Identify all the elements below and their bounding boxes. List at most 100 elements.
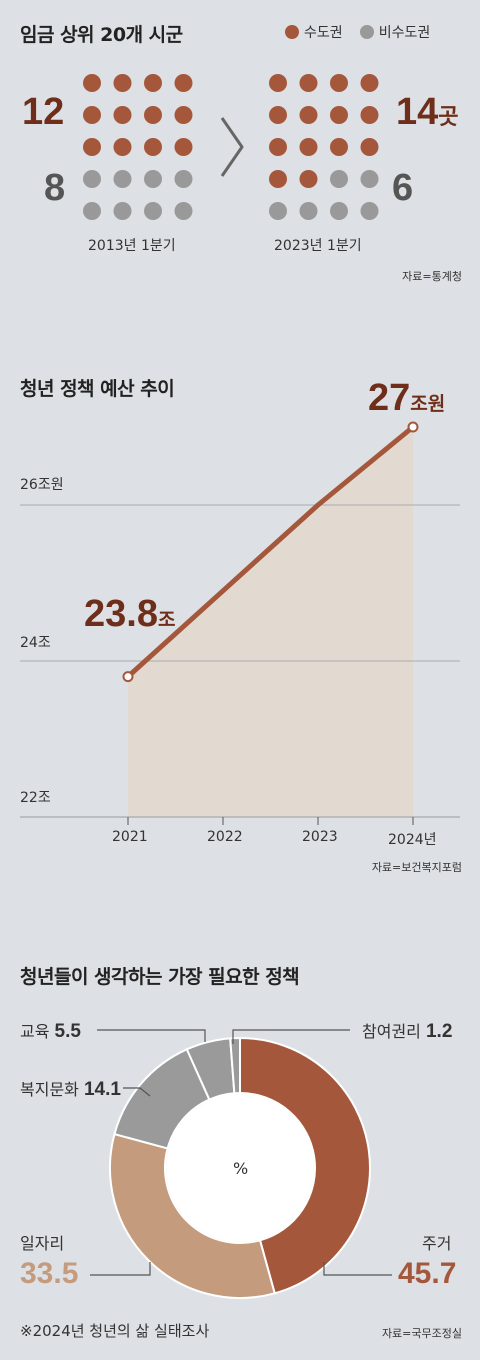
y-tick-label-24: 24조 [20, 635, 51, 651]
jobs-value: 33.5 [20, 1257, 79, 1290]
left-dot-metro [174, 74, 193, 92]
right-dot-metro [269, 138, 287, 156]
callout-line-political [232, 1029, 350, 1044]
survey-note: ※2024년 청년의 삶 실태조사 [20, 1322, 210, 1340]
left-dot-metro [83, 138, 101, 156]
left-dot-nonmetro [174, 202, 193, 220]
start-value: 23.8 [84, 593, 158, 635]
left-dot-metro [144, 74, 162, 92]
left-nonmetro-count: 8 [44, 167, 66, 209]
budget-markers [122, 421, 419, 683]
right-dot-metro [299, 106, 318, 124]
education-value: 5.5 [54, 1021, 81, 1042]
right-dot-metro [330, 74, 348, 92]
callout-line-housing [323, 1262, 392, 1276]
left-dot-metro [174, 106, 193, 124]
start-unit: 조 [157, 609, 176, 631]
right-dot-metro [360, 106, 379, 124]
right-nonmetro-count: 6 [392, 167, 414, 209]
nonmetro-legend-label: 비수도권 [378, 25, 431, 41]
metro-legend-label: 수도권 [304, 25, 343, 41]
welfare-label: 복지문화 [20, 1080, 79, 1099]
right-dot-metro [299, 170, 318, 188]
source-wage: 자료=통계청 [402, 270, 462, 283]
right-dot-metro [269, 106, 287, 124]
x-tick-label-2021: 2021 [112, 829, 148, 845]
left-dot-metro [83, 106, 101, 124]
donut-center-label: % [233, 1159, 249, 1178]
housing-label: 주거 [422, 1234, 452, 1253]
budget-grid [20, 504, 460, 818]
end-unit: 조원 [410, 393, 446, 415]
callout-welfare: 복지문화 14.1 [20, 1076, 121, 1101]
budget-x-ticks [127, 817, 414, 825]
wage-title: 임금 상위 20개 시군 [20, 24, 183, 46]
callout-line-jobs [90, 1262, 151, 1276]
right-dot-metro [360, 138, 379, 156]
callout-line-education [97, 1029, 206, 1042]
right-dot-metro [269, 170, 287, 188]
right-dot-nonmetro [330, 170, 348, 188]
left-dot-metro [83, 74, 101, 92]
right-metro-count: 14 [396, 91, 439, 133]
nonmetro-legend-swatch [359, 25, 374, 39]
callout-lines [90, 1029, 392, 1276]
start-value-label: 23.8조 [84, 593, 175, 636]
left-dot-metro [113, 106, 132, 124]
y-tick-label-22: 22조 [20, 790, 51, 806]
metro-legend-swatch [285, 25, 299, 39]
legend: 수도권 비수도권 [285, 22, 430, 42]
left-dot-nonmetro [83, 202, 101, 220]
x-tick-label-2024: 2024년 [388, 832, 437, 848]
right-dot-metro [330, 106, 348, 124]
left-dot-metro [144, 106, 162, 124]
left-dot-grid [83, 74, 193, 220]
policy-title: 청년들이 생각하는 가장 필요한 정책 [20, 966, 300, 988]
budget-chart [20, 421, 460, 825]
political-label: 참여권리 [362, 1022, 421, 1041]
right-dot-metro [299, 74, 318, 92]
housing-value: 45.7 [398, 1257, 457, 1290]
end-point-marker [407, 421, 419, 433]
education-label: 교육 [20, 1022, 50, 1041]
comparison-chevron [220, 117, 244, 177]
start-point-marker [122, 671, 134, 683]
left-dot-metro [144, 138, 162, 156]
right-dot-metro [269, 74, 287, 92]
source-budget: 자료=보건복지포럼 [371, 861, 462, 874]
right-dot-metro [360, 74, 379, 92]
right-dot-metro [299, 138, 318, 156]
budget-title: 청년 정책 예산 추이 [20, 378, 175, 400]
x-tick-label-2023: 2023 [302, 829, 338, 845]
jobs-label: 일자리 [20, 1234, 65, 1253]
right-period: 2023년 1분기 [274, 238, 362, 254]
right-metro-count-wrap: 14곳 [396, 91, 459, 134]
left-dot-metro [113, 138, 132, 156]
donut-slice-housing [239, 1036, 371, 1295]
left-metro-count: 12 [22, 91, 65, 133]
y-tick-label-26: 26조원 [20, 477, 64, 493]
donut-chart [90, 1029, 392, 1299]
end-value-label: 27조원 [368, 377, 445, 420]
left-dot-metro [113, 74, 132, 92]
left-dot-nonmetro [144, 170, 162, 188]
right-metro-unit: 곳 [438, 105, 459, 130]
x-tick-label-2022: 2022 [207, 829, 243, 845]
left-dot-nonmetro [174, 170, 193, 188]
left-dot-metro [174, 138, 193, 156]
donut-hole [166, 1094, 314, 1242]
right-dot-nonmetro [360, 170, 379, 188]
welfare-value: 14.1 [83, 1079, 121, 1100]
source-policy: 자료=국무조정실 [381, 1327, 462, 1340]
callout-line-welfare [123, 1087, 151, 1097]
political-value: 1.2 [425, 1021, 453, 1042]
end-value: 27 [368, 377, 411, 419]
callout-political: 참여권리 1.2 [362, 1018, 452, 1043]
right-dot-nonmetro [269, 202, 287, 220]
dot-grids [83, 74, 379, 220]
left-dot-nonmetro [113, 170, 132, 188]
left-dot-nonmetro [144, 202, 162, 220]
callout-education: 교육 5.5 [20, 1018, 81, 1043]
donut-slices [109, 1036, 371, 1299]
left-dot-nonmetro [83, 170, 101, 188]
